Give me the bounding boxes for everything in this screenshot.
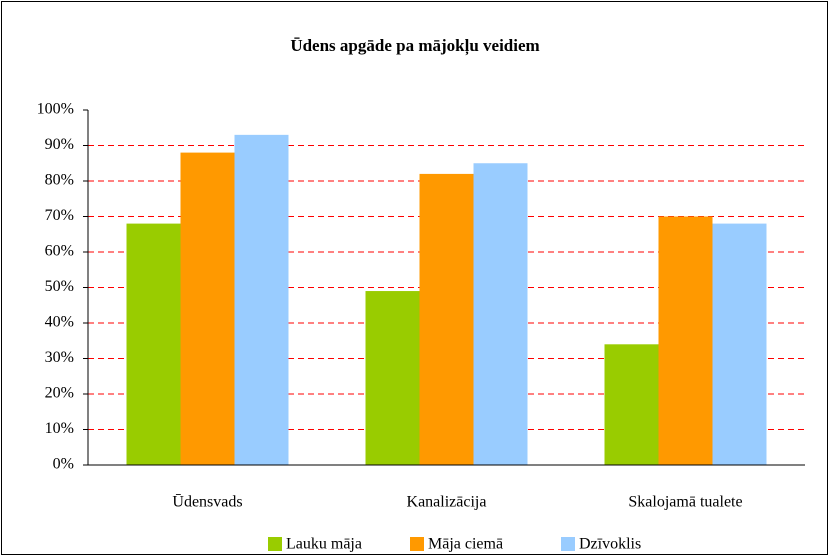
y-tick-label: 50% (45, 278, 74, 295)
y-tick-label: 30% (45, 349, 74, 366)
bar (126, 223, 181, 465)
y-tick-label: 0% (53, 456, 74, 473)
legend-swatch (410, 537, 424, 551)
legend-label: Lauku māja (286, 536, 362, 553)
x-tick-label: Ūdensvads (172, 494, 242, 511)
bar (658, 216, 713, 465)
bar (180, 152, 235, 465)
y-tick-label: 10% (45, 420, 74, 437)
x-tick-label: Kanalizācija (407, 494, 487, 511)
legend-label: Māja ciemā (428, 536, 503, 553)
bar (712, 223, 767, 465)
y-tick-label: 60% (45, 243, 74, 260)
y-tick-label: 100% (37, 101, 74, 118)
legend-swatch (561, 537, 575, 551)
bar (234, 134, 289, 465)
legend-label: Dzīvoklis (579, 536, 641, 553)
bar (473, 163, 528, 465)
y-tick-label: 20% (45, 385, 74, 402)
y-tick-label: 90% (45, 136, 74, 153)
y-tick-label: 40% (45, 314, 74, 331)
x-tick-label: Skalojamā tualete (628, 494, 742, 511)
chart-title: Ūdens apgāde pa mājokļu veidiem (290, 36, 539, 56)
bar (365, 291, 420, 465)
legend-swatch (268, 537, 282, 551)
y-tick-label: 80% (45, 172, 74, 189)
y-tick-label: 70% (45, 207, 74, 224)
bar (419, 173, 474, 465)
bar (604, 344, 659, 465)
